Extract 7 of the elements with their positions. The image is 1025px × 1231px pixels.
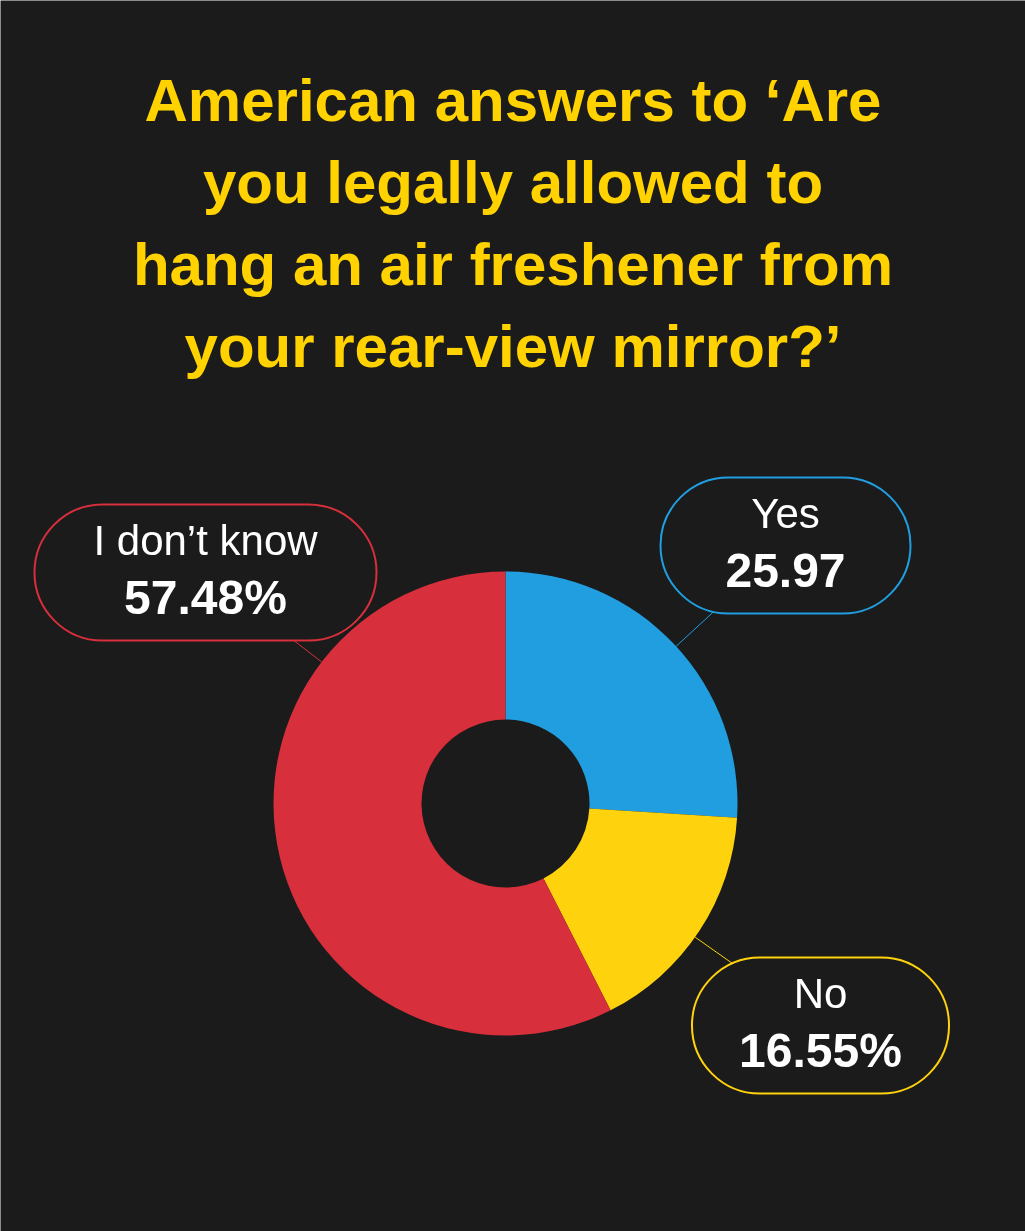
- chart-title: American answers to ‘Are you legally allowed to hang an air freshener from your rear-view mirror?’: [132, 67, 894, 380]
- slice-label: I don’t know: [93, 517, 319, 564]
- slice-label: Yes: [751, 490, 820, 537]
- data-label: 16.55%: [739, 1024, 902, 1077]
- slice-label: No: [793, 970, 848, 1017]
- data-label: 25.97: [725, 544, 846, 597]
- data-label: 57.48%: [124, 571, 287, 624]
